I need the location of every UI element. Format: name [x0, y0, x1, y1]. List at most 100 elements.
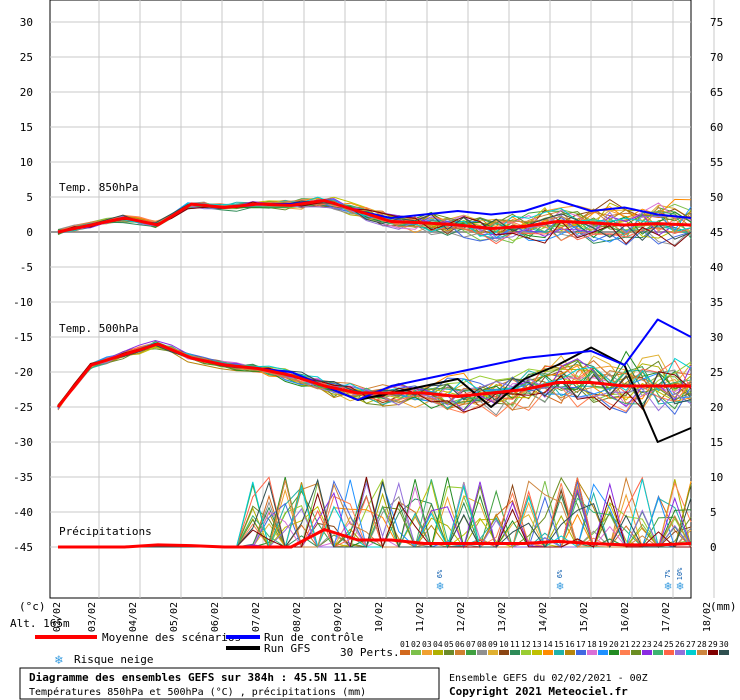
perturbation-number: 11: [510, 640, 520, 649]
right-tick-label: 50: [710, 191, 723, 204]
unit-right: (mm): [710, 600, 737, 613]
perturbation-number: 22: [631, 640, 641, 649]
copyright: Copyright 2021 Meteociel.fr: [449, 685, 628, 698]
date-tick-label: 02/02: [52, 602, 63, 632]
snowflake-icon: ❄: [676, 579, 683, 593]
label-temp-500: Temp. 500hPa: [59, 322, 138, 335]
perturbation-swatch: [675, 650, 685, 655]
perturbation-swatches: 01 02 03 04 05 06 07 08 09 10 11 12 13 14 15 16 17 18 19 20…: [400, 640, 729, 655]
diagram-subtitle: Températures 850hPa et 500hPa (°C) , pré…: [29, 686, 366, 698]
perturbation-number: 24: [653, 640, 663, 649]
plot-frame: [49, 0, 692, 599]
perturbation-number: 16: [565, 640, 575, 649]
perturbation-swatch: [499, 650, 509, 655]
left-tick-label: 10: [20, 156, 33, 169]
perturbation-number: 29: [708, 640, 718, 649]
perturbation-number: 27: [686, 640, 696, 649]
label-precip: Précipitations: [59, 525, 152, 538]
left-tick-label: -20: [13, 366, 33, 379]
perturbation-swatch: [543, 650, 553, 655]
left-tick-label: 20: [20, 86, 33, 99]
perturbation-swatch: [686, 650, 696, 655]
legend-snow-label: Risque neige: [74, 653, 153, 666]
date-tick-label: 11/02: [415, 602, 426, 632]
right-tick-label: 60: [710, 121, 723, 134]
snow-risk-value: 6%: [556, 569, 564, 578]
left-tick-label: 5: [26, 191, 33, 204]
left-tick-label: 0: [26, 226, 33, 239]
perturbation-number: 10: [499, 640, 509, 649]
precip-member-line: [58, 478, 692, 549]
perturbation-number: 01: [400, 640, 410, 649]
date-tick-label: 08/02: [292, 602, 303, 632]
perturbation-line: [57, 348, 692, 406]
date-tick-label: 04/02: [128, 602, 139, 632]
mean-scenario-lines: [56, 199, 692, 549]
perturbation-number: 06: [455, 640, 465, 649]
right-tick-label: 55: [710, 156, 723, 169]
perturbation-swatch: [719, 650, 729, 655]
perturbation-swatch: [466, 650, 476, 655]
label-temp-850: Temp. 850hPa: [59, 181, 138, 194]
left-tick-label: -35: [13, 471, 33, 484]
date-tick-label: 15/02: [579, 602, 590, 632]
perturbation-number: 17: [576, 640, 586, 649]
perturbation-swatch: [554, 650, 564, 655]
perturbation-swatch: [433, 650, 443, 655]
snowflake-icon: ❄: [54, 653, 63, 668]
date-tick-label: 03/02: [87, 602, 98, 632]
mean-line: [58, 528, 692, 549]
altitude-label: Alt. 165m: [10, 617, 70, 630]
snow-risk-value: 10%: [676, 567, 684, 580]
left-tick-label: -30: [13, 436, 33, 449]
perturbation-swatch: [444, 650, 454, 655]
date-tick-label: 06/02: [210, 602, 221, 632]
date-tick-label: 07/02: [251, 602, 262, 632]
perturbation-swatch: [576, 650, 586, 655]
left-tick-label: 30: [20, 16, 33, 29]
perturbation-number: 23: [642, 640, 652, 649]
perturbation-number: 19: [598, 640, 608, 649]
right-tick-label: 5: [710, 506, 717, 519]
perturbation-line: [57, 200, 692, 241]
perturbation-number: 26: [675, 640, 685, 649]
info-box: [19, 667, 440, 700]
perturbation-number: 28: [697, 640, 707, 649]
snowflake-icon: ❄: [436, 579, 443, 593]
legend-mean-label: Moyenne des scénarios: [102, 631, 241, 644]
perturbation-number: 21: [620, 640, 630, 649]
perturbation-swatch: [631, 650, 641, 655]
snow-risk-markers: ❄6%❄6%❄7%❄10%: [436, 567, 684, 593]
right-tick-label: 0: [710, 541, 717, 554]
perturbation-number: 09: [488, 640, 498, 649]
snow-risk-value: 6%: [436, 569, 444, 578]
left-tick-label: 15: [20, 121, 33, 134]
left-tick-label: -5: [20, 261, 33, 274]
date-tick-label: 12/02: [456, 602, 467, 632]
perturbation-number: 13: [532, 640, 542, 649]
date-tick-label: 18/02: [702, 602, 713, 632]
perturbation-number: 05: [444, 640, 454, 649]
unit-left: (°c): [19, 600, 46, 613]
right-tick-label: 75: [710, 16, 723, 29]
snowflake-icon: ❄: [556, 579, 563, 593]
legend-perts-label: 30 Perts.: [340, 646, 400, 659]
perturbation-swatch: [697, 650, 707, 655]
left-axis-temperature: 30 25 20 15 10 5 0 -5 -10 -15 -20 -25 -30 -35 -40 -45: [13, 16, 33, 554]
perturbation-number: 18: [587, 640, 597, 649]
left-tick-label: -45: [13, 541, 33, 554]
legend-control-label: Run de contrôle: [264, 631, 363, 644]
left-tick-label: 25: [20, 51, 33, 64]
perturbation-swatch: [411, 650, 421, 655]
date-tick-label: 09/02: [333, 602, 344, 632]
perturbation-swatch: [642, 650, 652, 655]
perturbation-swatch: [708, 650, 718, 655]
perturbation-swatch: [565, 650, 575, 655]
perturbation-swatch: [488, 650, 498, 655]
perturbation-swatch: [455, 650, 465, 655]
right-tick-label: 25: [710, 366, 723, 379]
left-tick-label: -40: [13, 506, 33, 519]
right-tick-label: 45: [710, 226, 723, 239]
perturbation-swatch: [664, 650, 674, 655]
